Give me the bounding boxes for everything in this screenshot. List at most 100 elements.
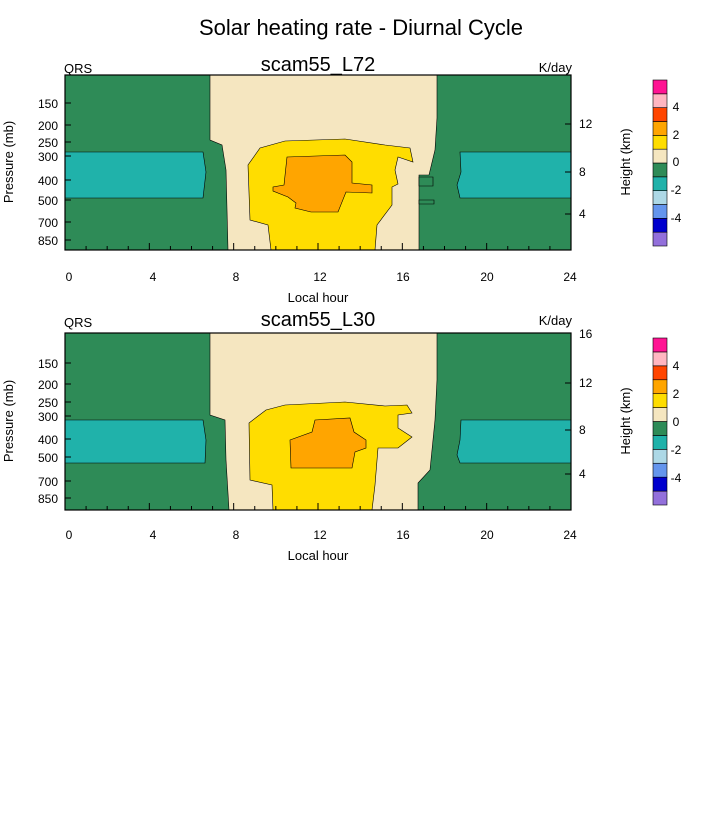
colorbar-box <box>652 490 668 506</box>
right-tick-label: 8 <box>579 423 586 437</box>
x-axis-label: Local hour <box>288 290 349 305</box>
panel-l72: scam55_L72 QRS K/day 150 200 250 300 400… <box>1 54 682 305</box>
right-tick-label: 16 <box>579 327 593 341</box>
left-axis: 150 200 250 300 400 500 700 850 Pressure… <box>1 357 71 506</box>
colorbar-box <box>652 204 668 219</box>
left-label: QRS <box>64 315 93 330</box>
colorbar-box <box>652 449 668 464</box>
x-axis: 0 4 8 12 16 20 24 Local hour <box>64 243 577 305</box>
right-tick-label: 12 <box>579 117 593 131</box>
colorbar-label: -2 <box>671 183 682 197</box>
x-tick-label: 12 <box>313 528 327 542</box>
y-tick-label: 150 <box>38 97 58 111</box>
left-axis: 150 200 250 300 400 500 700 850 Pressure… <box>1 97 71 248</box>
y-tick-label: 850 <box>38 234 58 248</box>
contour-field <box>64 74 572 251</box>
y-tick-label: 400 <box>38 433 58 447</box>
y-ticks <box>65 362 71 499</box>
colorbar-box <box>652 218 668 233</box>
colorbar-label: 0 <box>673 155 680 169</box>
colorbar-label: 2 <box>673 387 680 401</box>
contour-notch-strip <box>418 176 434 187</box>
x-tick-label: 20 <box>480 528 494 542</box>
x-tick-label: 20 <box>480 270 494 284</box>
y-axis-label: Pressure (mb) <box>1 380 16 462</box>
y-ticks <box>65 102 71 241</box>
x-axis-label: Local hour <box>288 548 349 563</box>
colorbar-box <box>652 148 668 164</box>
y-tick-label: 850 <box>38 492 58 506</box>
contour-teal-left <box>64 419 207 464</box>
colorbar-box <box>652 435 668 450</box>
colorbar-box <box>652 379 668 394</box>
y-tick-label: 500 <box>38 194 58 208</box>
colorbar-label: -2 <box>671 443 682 457</box>
contour-teal-left <box>64 151 207 199</box>
colorbar-box <box>652 93 668 108</box>
colorbar-box <box>652 107 668 122</box>
colorbar-box <box>652 365 668 381</box>
contour-positive-2 <box>272 154 373 213</box>
panel-title: scam55_L72 <box>261 54 376 76</box>
right-tick-label: 4 <box>579 207 586 221</box>
x-tick-label: 24 <box>563 528 577 542</box>
units-label: K/day <box>539 60 573 75</box>
y-tick-label: 500 <box>38 451 58 465</box>
colorbar-box <box>652 176 668 191</box>
colorbar-label: -4 <box>671 471 682 485</box>
x-tick-label: 0 <box>66 528 73 542</box>
colorbar: 4 2 0 -2 -4 <box>652 79 682 247</box>
x-ticks <box>64 243 572 250</box>
colorbar-box <box>652 190 668 205</box>
colorbar-label: 0 <box>673 415 680 429</box>
colorbar-box <box>652 135 668 150</box>
x-tick-label: 12 <box>313 270 327 284</box>
colorbar-box <box>652 121 668 136</box>
colorbar-box <box>652 393 668 408</box>
colorbar-box <box>652 462 668 478</box>
right-ticks <box>565 382 571 475</box>
colorbar-box <box>652 407 668 422</box>
right-tick-label: 12 <box>579 376 593 390</box>
right-tick-label: 4 <box>579 467 586 481</box>
contour-teal-right <box>456 419 572 464</box>
colorbar-box <box>652 79 668 95</box>
x-tick-label: 4 <box>150 270 157 284</box>
right-axis-label: Height (km) <box>618 128 633 195</box>
left-label: QRS <box>64 61 93 76</box>
right-axis: 16 12 8 4 Height (km) <box>565 327 633 481</box>
y-tick-label: 300 <box>38 150 58 164</box>
x-tick-label: 8 <box>233 528 240 542</box>
x-tick-label: 8 <box>233 270 240 284</box>
y-tick-label: 200 <box>38 119 58 133</box>
x-tick-label: 4 <box>150 528 157 542</box>
panel-title: scam55_L30 <box>261 309 376 331</box>
contour-positive-2 <box>289 417 367 469</box>
contour-notch-strip <box>418 199 435 205</box>
x-tick-label: 16 <box>396 270 410 284</box>
y-axis-label: Pressure (mb) <box>1 121 16 203</box>
x-ticks <box>64 503 572 510</box>
right-ticks <box>565 123 571 215</box>
colorbar-label: 4 <box>673 100 680 114</box>
panel-l30: scam55_L30 QRS K/day 150 200 250 300 400… <box>1 309 682 563</box>
colorbar-label: 4 <box>673 359 680 373</box>
colorbar-box <box>652 476 668 492</box>
x-axis: 0 4 8 12 16 20 24 Local hour <box>64 503 577 563</box>
y-tick-label: 400 <box>38 174 58 188</box>
y-tick-label: 700 <box>38 475 58 489</box>
y-tick-label: 200 <box>38 378 58 392</box>
colorbar-box <box>652 337 668 353</box>
contour-teal-right <box>456 151 572 199</box>
colorbar: 4 2 0 -2 -4 <box>652 337 682 506</box>
contour-field <box>64 332 572 511</box>
colorbar-box <box>652 351 668 367</box>
colorbar-label: 2 <box>673 128 680 142</box>
figure-title: Solar heating rate - Diurnal Cycle <box>199 15 523 40</box>
colorbar-label: -4 <box>671 211 682 225</box>
y-tick-label: 300 <box>38 410 58 424</box>
y-tick-label: 250 <box>38 136 58 150</box>
units-label: K/day <box>539 313 573 328</box>
right-axis-label: Height (km) <box>618 387 633 454</box>
